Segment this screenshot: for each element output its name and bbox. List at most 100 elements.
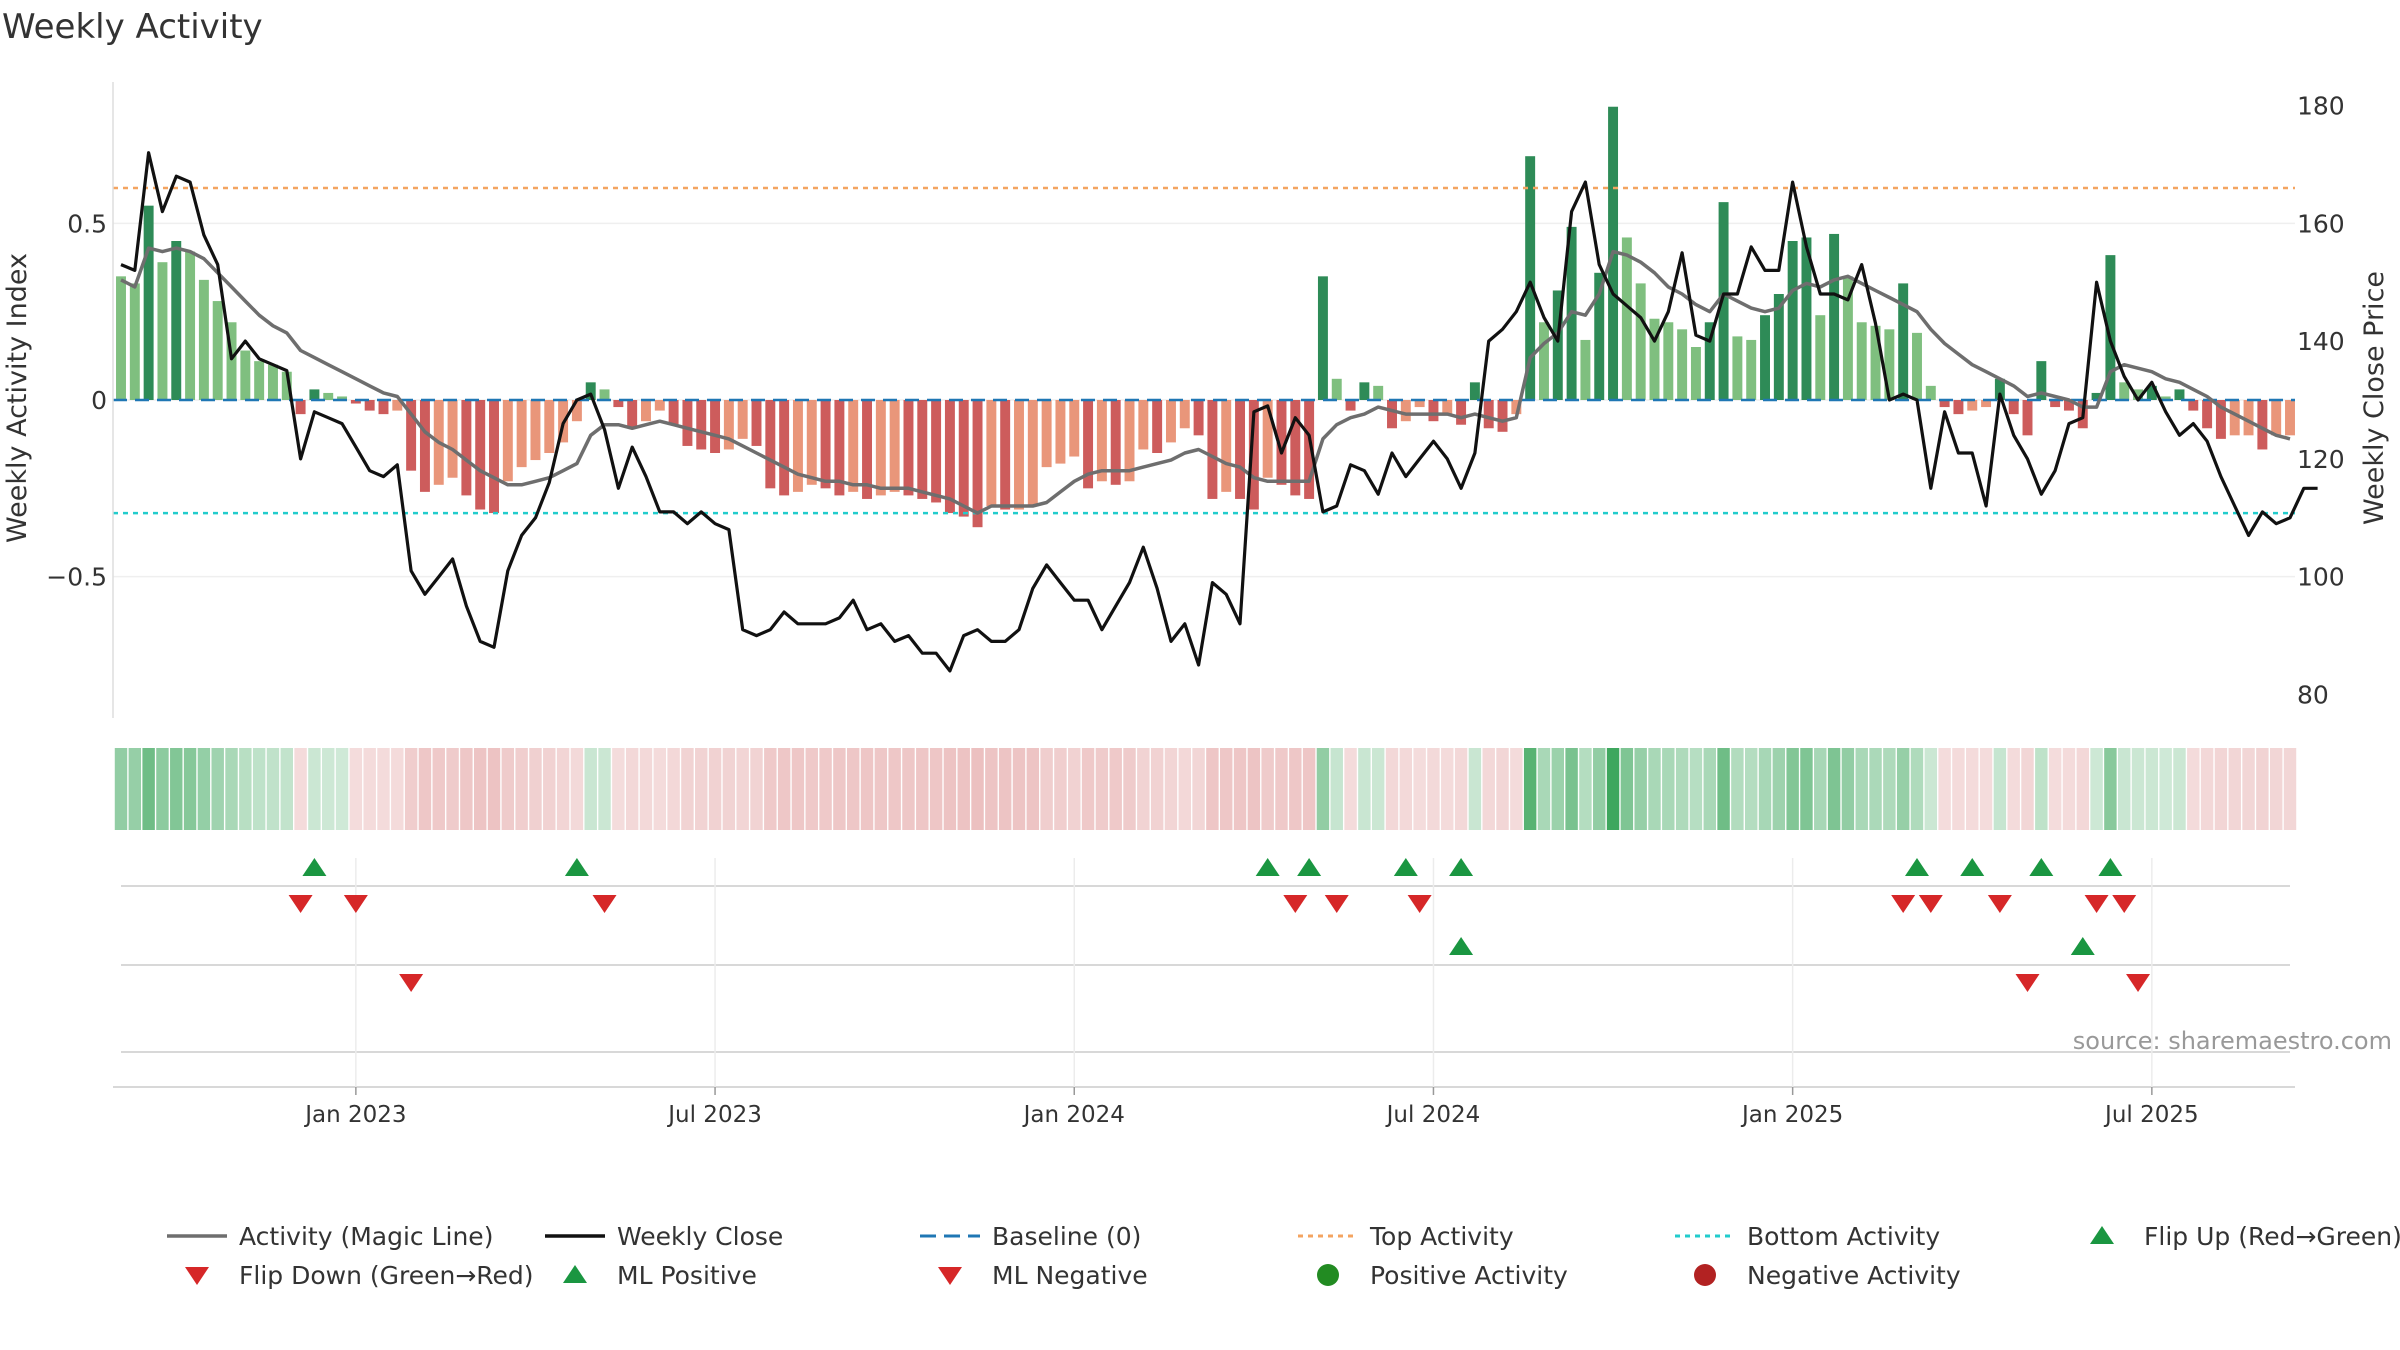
activity-bar (1221, 400, 1232, 492)
activity-bar (1442, 400, 1453, 415)
activity-bar (2146, 385, 2157, 400)
heat-cell (1606, 748, 1620, 830)
activity-bar (1912, 332, 1922, 400)
heat-cell (1441, 748, 1454, 830)
heat-cell (335, 748, 349, 830)
activity-bar (2160, 396, 2171, 400)
heat-cell (1869, 748, 1882, 830)
flip-down-marker (1987, 895, 2012, 913)
heat-cell (2145, 748, 2159, 830)
activity-bar (475, 400, 486, 510)
ml-positive-marker (2070, 937, 2095, 955)
activity-bar (1690, 347, 1701, 400)
legend-label: Flip Up (Red→Green) (2144, 1222, 2400, 1251)
heat-cell (1565, 748, 1578, 830)
heat-cell (1330, 748, 1343, 830)
activity-bar (806, 400, 817, 485)
x-tick-label: Jul 2025 (2103, 1102, 2199, 1128)
activity-bar (1152, 400, 1163, 453)
activity-bar (1677, 329, 1688, 400)
activity-bar (378, 400, 389, 415)
heat-cell (1800, 748, 1813, 830)
heat-cell (529, 748, 542, 830)
activity-bar (1110, 400, 1121, 485)
flip-up-marker (1393, 858, 1418, 876)
activity-bar (295, 400, 306, 415)
ml-negative-marker (2126, 974, 2151, 992)
y2-tick-label: 160 (2297, 209, 2345, 238)
activity-bar (2174, 389, 2185, 400)
heat-cell (971, 748, 984, 830)
activity-bar (1469, 382, 1480, 400)
heat-cell (252, 748, 266, 830)
legend-label: Baseline (0) (992, 1222, 1141, 1251)
heat-cell (1192, 748, 1205, 830)
heat-cell (418, 748, 432, 830)
heat-cell (1993, 748, 2007, 830)
activity-bar (2063, 400, 2074, 411)
activity-bar (281, 371, 292, 400)
ml-negative-marker (2015, 974, 2040, 992)
x-tick-label: Jul 2023 (666, 1102, 762, 1128)
heat-cell (791, 748, 805, 830)
activity-bar (779, 400, 790, 496)
flip-up-marker (1960, 858, 1985, 876)
flip-down-marker (288, 895, 313, 913)
activity-bar (1387, 400, 1397, 429)
legend-label: Weekly Close (617, 1222, 783, 1251)
activity-bar (2008, 400, 2019, 415)
heat-cell (846, 748, 860, 830)
heat-cell (2173, 748, 2186, 830)
heat-cell (764, 748, 777, 830)
activity-bar (323, 392, 334, 400)
heat-cell (2269, 748, 2283, 830)
x-tick-label: Jan 2025 (1740, 1102, 1843, 1128)
heat-cell (1178, 748, 1191, 830)
heat-cell (156, 748, 169, 830)
activity-bar (1967, 400, 1978, 411)
activity-bar (2215, 400, 2226, 439)
activity-bar (654, 400, 665, 411)
series-lines (120, 151, 2318, 673)
weekly-close-line (120, 151, 2318, 673)
activity-bar (1041, 400, 1052, 468)
activity-bar (364, 400, 375, 411)
heat-cell (1371, 748, 1385, 830)
activity-bar (2050, 400, 2061, 408)
activity-bar (1248, 400, 1259, 510)
activity-bar (530, 400, 541, 461)
activity-bar (737, 400, 748, 439)
y-tick-label: −0.5 (46, 563, 107, 592)
flip-up-marker (2029, 858, 2054, 876)
heat-cell (1924, 748, 1938, 830)
heat-cell (1523, 748, 1537, 830)
flip-down-marker (592, 895, 617, 913)
heat-cell (1744, 748, 1758, 830)
heat-cell (1620, 748, 1634, 830)
heat-cell (736, 748, 749, 830)
activity-bar (641, 400, 651, 422)
flip-up-marker (1255, 858, 1280, 876)
activity-bar (129, 283, 140, 400)
heat-cell (211, 748, 224, 830)
activity-bar (226, 322, 237, 400)
y2-tick-label: 120 (2297, 445, 2345, 474)
heat-cell (584, 748, 597, 830)
activity-bar (392, 400, 403, 411)
activity-bar (2091, 392, 2102, 400)
activity-bar (1649, 318, 1660, 400)
heat-cell (929, 748, 943, 830)
activity-bar (1829, 233, 1840, 400)
legend-swatch-down-triangle (185, 1267, 209, 1285)
heat-cell (1427, 748, 1440, 830)
heat-cell (114, 748, 128, 830)
heat-cell (1316, 748, 1330, 830)
heat-cell (1938, 748, 1951, 830)
y-tick-label: 0 (91, 386, 107, 415)
activity-bar (944, 400, 955, 514)
flip-down-marker (1918, 895, 1943, 913)
activity-bar (2271, 400, 2282, 436)
heat-cell (2256, 748, 2269, 830)
heat-cell (446, 748, 459, 830)
